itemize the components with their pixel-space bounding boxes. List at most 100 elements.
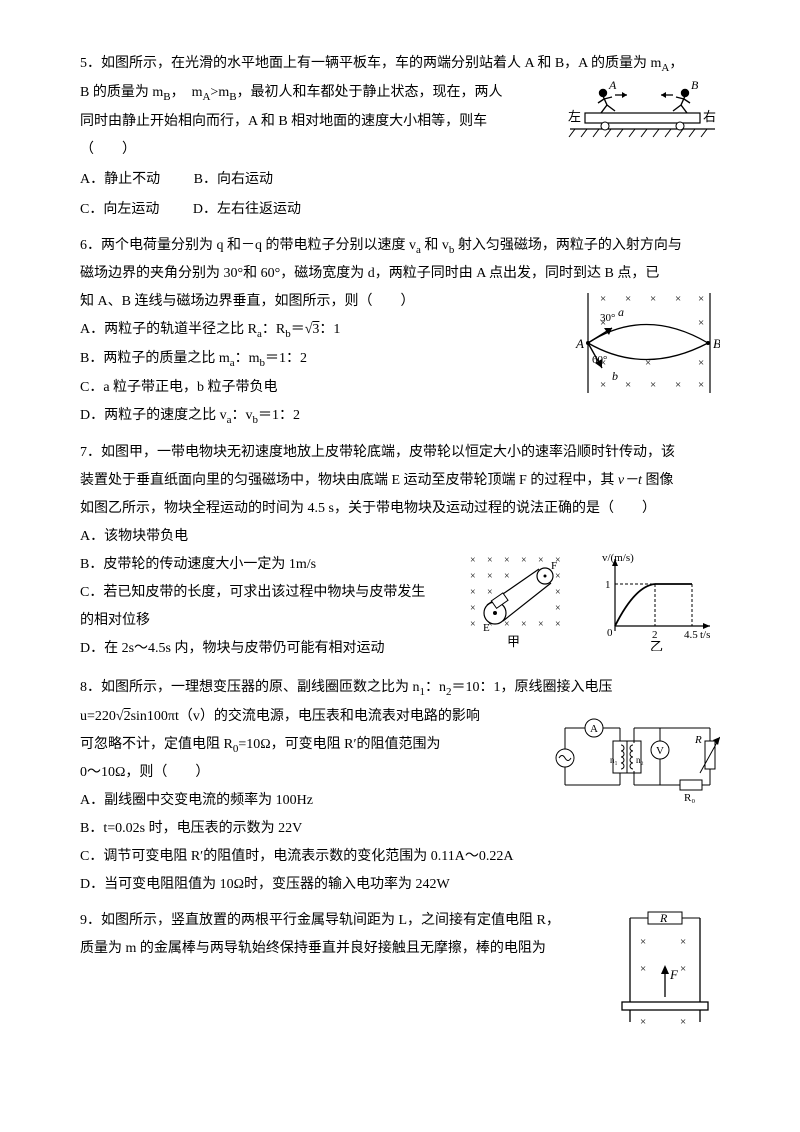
q9-t1: 如图所示，竖直放置的两根平行金属导轨间距为 L，之间接有定值电阻 R， [101, 913, 560, 928]
q5-optA: A．静止不动 [80, 166, 160, 194]
q5-options-row2: C．向左运动 D．左右往返运动 [80, 196, 720, 224]
q7-line3: 如图乙所示，物块全程运动的时间为 4.5 s，关于带电物块及运动过程的说法正确的… [80, 495, 720, 523]
q8-t1c: ＝10：1，原线圈接入电压 [452, 680, 613, 695]
q8-figure: A n₁ n₂ V R₀ [550, 703, 720, 814]
svg-text:×: × [487, 587, 493, 598]
n2: n₂ [636, 755, 644, 765]
svg-text:×: × [504, 619, 510, 630]
q8-t1: 如图所示，一理想变压器的原、副线圈匝数之比为 n [101, 680, 420, 695]
question-5: 5．如图所示，在光滑的水平地面上有一辆平板车，车的两端分别站着人 A 和 B，A… [80, 50, 720, 224]
q8-line1: 8．如图所示，一理想变压器的原、副线圈匝数之比为 n1：n2＝10：1，原线圈接… [80, 674, 720, 703]
q7-figure: ×××××× ×××× ××× ×× ×××××× E F 甲 [465, 551, 720, 662]
q6a1: A．两粒子的轨道半径之比 R [80, 322, 257, 337]
q6a3: ＝ [291, 322, 305, 337]
figRight: 右 [703, 109, 716, 124]
svg-text:×: × [521, 619, 527, 630]
q8-t2a: u=220 [80, 709, 116, 724]
voltmeter: V [656, 745, 664, 757]
q6-t1b: 和 v [421, 238, 449, 253]
svg-text:×: × [600, 293, 606, 305]
q5-figure: A B 左 右 [565, 79, 720, 152]
q6a4: ：1 [319, 322, 340, 337]
svg-text:×: × [640, 936, 646, 948]
svg-text:×: × [640, 963, 646, 975]
svg-text:×: × [555, 619, 561, 630]
svg-text:×: × [675, 379, 681, 391]
q9-num: 9． [80, 913, 101, 928]
question-6: 6．两个电荷量分别为 q 和－q 的带电粒子分别以速度 va 和 vb 射入匀强… [80, 232, 720, 431]
q6-line1: 6．两个电荷量分别为 q 和－q 的带电粒子分别以速度 va 和 vb 射入匀强… [80, 232, 720, 261]
figB: B [691, 79, 699, 92]
sqrt2: √2 [116, 709, 131, 724]
figA6: A [575, 336, 584, 351]
svg-text:×: × [555, 603, 561, 614]
svg-text:×: × [470, 555, 476, 566]
q5-optC: C．向左运动 [80, 196, 159, 224]
q7-t1: 如图甲，一带电物块无初速度地放上皮带轮底端，皮带轮以恒定大小的速率沿顺时针传动，… [101, 445, 675, 460]
svg-text:×: × [470, 587, 476, 598]
svg-text:×: × [487, 555, 493, 566]
figB6: B [713, 336, 720, 351]
svg-text:×: × [625, 379, 631, 391]
svg-text:×: × [521, 555, 527, 566]
sqrt3: √3 [305, 322, 320, 337]
xlabel: t/s [700, 629, 710, 641]
svg-text:×: × [504, 555, 510, 566]
question-7: 7．如图甲，一带电物块无初速度地放上皮带轮底端，皮带轮以恒定大小的速率沿顺时针传… [80, 439, 720, 666]
ang60: 60° [592, 354, 607, 366]
figF: F [551, 560, 557, 572]
q6a2: ：R [262, 322, 285, 337]
q5-t1b: ， [669, 56, 683, 71]
question-9: R F ×× ×× ×× 9．如图所示，竖直放置的两根平行金属导轨间距为 L，之… [80, 907, 720, 1042]
q5-t1: 如图所示，在光滑的水平地面上有一辆平板车，车的两端分别站着人 A 和 B，A 的… [101, 56, 661, 71]
figA: A [608, 79, 617, 92]
q8-num: 8． [80, 680, 101, 695]
q7-num: 7． [80, 445, 101, 460]
figLeft: 左 [568, 109, 581, 124]
svg-text:×: × [680, 936, 686, 948]
q5-optB: B．向右运动 [194, 166, 273, 194]
svg-text:×: × [487, 571, 493, 582]
svg-text:×: × [698, 379, 704, 391]
q9-figure: R F ×× ×× ×× [610, 907, 720, 1038]
q8-t3b: =10Ω，可变电阻 R′的阻值范围为 [238, 737, 440, 752]
q5-t2: B 的质量为 m [80, 85, 163, 100]
ang30: 30° [600, 312, 615, 324]
figJia: 甲 [507, 634, 520, 649]
q6-line2: 磁场边界的夹角分别为 30°和 60°，磁场宽度为 d，两粒子同时由 A 点出发… [80, 260, 720, 288]
svg-text:×: × [650, 293, 656, 305]
svg-text:×: × [470, 603, 476, 614]
svg-text:×: × [680, 1016, 686, 1027]
q5-num: 5． [80, 56, 101, 71]
q8-t3: 可忽略不计，定值电阻 R [80, 737, 233, 752]
svg-text:×: × [698, 293, 704, 305]
svg-text:×: × [470, 619, 476, 630]
q5-line1: 5．如图所示，在光滑的水平地面上有一辆平板车，车的两端分别站着人 A 和 B，A… [80, 50, 720, 79]
ylabel: v/(m/s) [602, 552, 634, 564]
y1: 1 [605, 579, 611, 591]
q6d3: ＝1：2 [258, 408, 300, 423]
svg-text:×: × [538, 555, 544, 566]
q5-t2d: ，最初人和车都处于静止状态，现在，两人 [237, 85, 503, 100]
q5-options-row1: A．静止不动 B．向右运动 [80, 166, 720, 194]
q7-line2: 装置处于垂直纸面向里的匀强磁场中，物块由底端 E 运动至皮带轮顶端 F 的过程中… [80, 467, 720, 495]
q6b1: B．两粒子的质量之比 m [80, 351, 230, 366]
svg-text:×: × [538, 619, 544, 630]
svg-text:×: × [470, 571, 476, 582]
svg-text:×: × [698, 357, 704, 369]
R0: R₀ [684, 792, 695, 803]
svg-text:×: × [555, 587, 561, 598]
svg-text:×: × [680, 963, 686, 975]
svg-text:×: × [640, 1016, 646, 1027]
svg-text:×: × [675, 293, 681, 305]
q7-optA: A．该物块带负电 [80, 523, 720, 551]
svg-text:×: × [625, 293, 631, 305]
q6-t1c: 射入匀强磁场，两粒子的入射方向与 [454, 238, 682, 253]
figE: E [483, 622, 490, 634]
n1: n₁ [610, 755, 618, 765]
q8-optB: B．t=0.02s 时，电压表的示数为 22V [80, 815, 720, 843]
svg-text:×: × [698, 317, 704, 329]
q7-t2: 装置处于垂直纸面向里的匀强磁场中，物块由底端 E 运动至皮带轮顶端 F 的过程中… [80, 473, 618, 488]
q6-t1: 两个电荷量分别为 q 和－q 的带电粒子分别以速度 v [101, 238, 416, 253]
q5-t2b: ， m [171, 85, 203, 100]
